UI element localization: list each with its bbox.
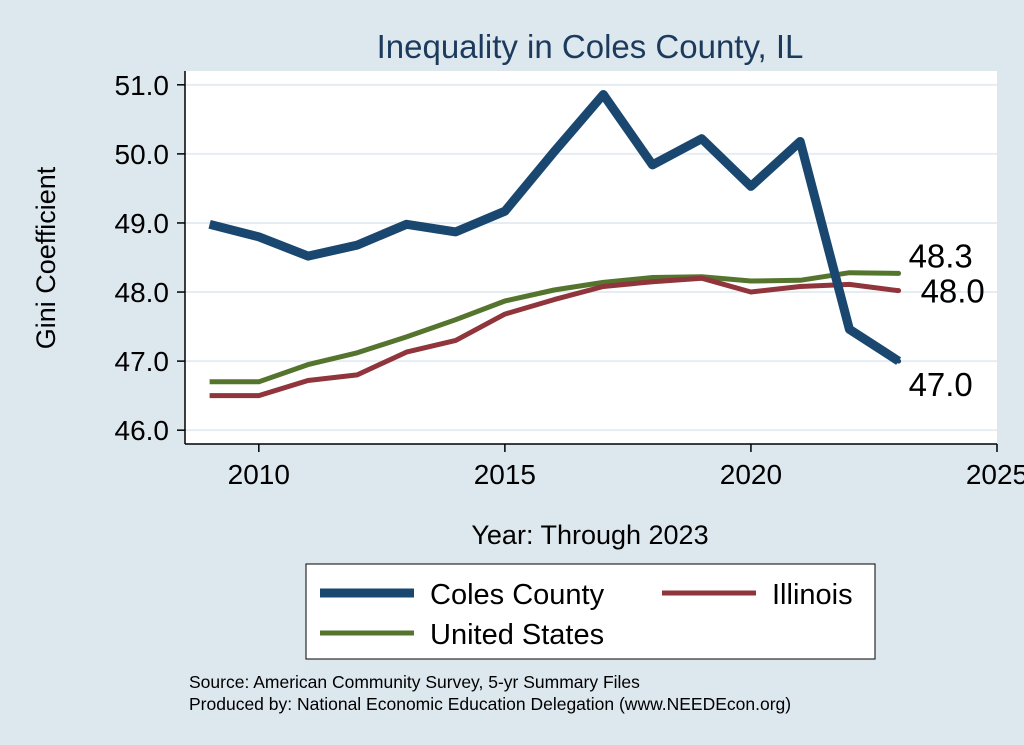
legend-label-illinois: Illinois xyxy=(772,579,853,611)
y-axis-label: Gini Coefficient xyxy=(31,166,61,349)
x-axis-label: Year: Through 2023 xyxy=(471,520,708,550)
end-label-illinois: 48.0 xyxy=(921,273,985,310)
x-tick-label: 2020 xyxy=(720,459,782,490)
legend-label-united-states: United States xyxy=(430,619,604,651)
series-line-coles-county xyxy=(208,90,902,365)
legend-label-coles-county: Coles County xyxy=(430,579,605,611)
y-tick-label: 47.0 xyxy=(115,346,170,377)
y-tick-label: 46.0 xyxy=(115,415,170,446)
produced-by-note: Produced by: National Economic Education… xyxy=(189,694,791,714)
series-line-united-states xyxy=(209,270,899,385)
series-end-marker xyxy=(896,358,902,364)
source-note: Source: American Community Survey, 5-yr … xyxy=(189,672,640,692)
axes xyxy=(184,71,997,445)
x-tick-label: 2010 xyxy=(228,459,290,490)
y-tick-label: 50.0 xyxy=(115,139,170,170)
series-line-illinois xyxy=(209,275,899,399)
chart-title: Inequality in Coles County, IL xyxy=(377,28,804,65)
x-tick-label: 2015 xyxy=(474,459,536,490)
legend: Coles County Illinois United States xyxy=(305,563,876,660)
y-ticks: 46.0 47.0 48.0 49.0 50.0 51.0 xyxy=(115,70,185,446)
legend-box xyxy=(305,563,876,660)
series-lines xyxy=(208,90,902,399)
y-tick-label: 49.0 xyxy=(115,208,170,239)
series-end-marker xyxy=(896,270,902,276)
y-tick-label: 48.0 xyxy=(115,277,170,308)
end-label-united-states: 48.3 xyxy=(909,237,973,274)
x-tick-label: 2025 xyxy=(966,459,1024,490)
end-label-coles-county: 47.0 xyxy=(909,366,973,403)
y-tick-label: 51.0 xyxy=(115,70,170,101)
x-ticks: 2010 2015 2020 2025 xyxy=(228,444,1024,490)
end-labels: 47.0 48.048.3 xyxy=(909,237,985,403)
series-end-marker xyxy=(896,288,902,294)
